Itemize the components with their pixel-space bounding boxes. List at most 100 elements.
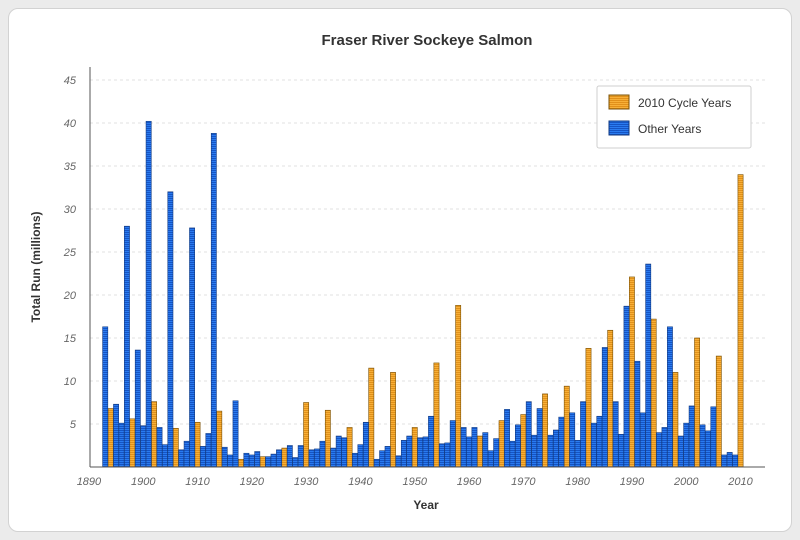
x-tick-label: 1930 [294,476,319,488]
bar-other-year-1897 [124,225,130,468]
bar-cycle-year-1902 [151,401,157,468]
bar-cycle-year-1906 [172,427,179,468]
bar-other-year-1936 [335,435,342,468]
legend-label-other-years: Other Years [638,122,701,136]
y-tick-label: 20 [63,290,77,302]
bar-other-year-1956 [444,442,451,468]
bar-other-year-1928 [292,457,299,468]
bar-cycle-year-1950 [411,427,418,468]
bar-cycle-year-1966 [498,420,505,468]
bar-other-year-1932 [314,448,320,468]
bar-other-year-1912 [205,433,212,468]
bar-other-year-1920 [248,454,255,468]
bar-other-year-1999 [677,435,684,468]
bar-other-year-1955 [438,443,445,468]
bar-other-year-1911 [200,446,206,468]
bar-other-year-1967 [504,409,510,468]
bar-cycle-year-1974 [542,393,548,468]
x-tick-label: 1900 [131,476,156,488]
bar-other-year-2003 [699,424,706,468]
bar-other-year-1968 [509,440,516,468]
bar-other-year-1971 [525,401,532,468]
bar-cycle-year-1990 [629,276,635,468]
bar-other-year-1977 [558,416,565,468]
legend-swatch-other-years [608,120,630,136]
bar-other-year-1896 [118,422,125,468]
bar-cycle-year-1934 [324,409,331,468]
bar-other-year-1941 [362,421,369,468]
bar-other-year-1948 [400,440,407,468]
bar-cycle-year-1922 [259,456,266,468]
bar-cycle-year-1930 [303,402,310,468]
bar-other-year-1984 [596,415,603,468]
x-tick-labels: 1890 1900 1910 1920 1930 1940 1950 1960 1970 1980… [77,476,754,488]
bar-other-year-1991 [634,360,641,468]
bar-cycle-year-1918 [238,458,244,468]
bar-other-year-1969 [514,424,521,468]
bar-other-year-1973 [536,408,543,468]
bar-cycle-year-1898 [129,418,136,468]
bar-other-year-2000 [683,422,690,468]
bar-cycle-year-1970 [520,414,527,468]
bar-other-year-1951 [417,437,424,468]
gridlines [90,79,765,425]
y-tick-label: 5 [70,419,77,431]
bar-other-year-2005 [710,406,717,468]
bar-other-year-1927 [286,445,293,468]
bar-other-year-1961 [471,427,478,468]
bar-other-year-1983 [591,422,597,468]
y-tick-labels: 5 10 15 20 25 30 35 40 45 [63,75,77,431]
bar-cycle-year-1942 [368,367,375,468]
bar-other-year-1937 [341,437,348,468]
bar-other-year-1908 [183,440,190,468]
bar-other-year-1979 [569,412,576,468]
x-axis-title: Year [413,498,439,512]
y-tick-label: 30 [64,204,77,216]
x-tick-label: 1970 [511,476,536,488]
bar-other-year-1909 [189,227,195,468]
bar-other-year-1925 [276,449,282,468]
y-tick-label: 10 [64,376,77,388]
bar-other-year-1893 [102,326,109,468]
bar-cycle-year-1954 [433,362,440,468]
chart-title: Fraser River Sockeye Salmon [322,32,533,49]
bar-cycle-year-1978 [563,385,570,468]
bar-other-year-1992 [639,412,646,468]
x-tick-label: 1920 [240,476,265,488]
bar-other-year-1924 [270,453,277,468]
bar-other-year-1995 [656,432,662,468]
x-tick-label: 1990 [620,476,645,488]
bar-other-year-1944 [379,450,386,468]
bar-cycle-year-1986 [607,329,614,468]
bar-other-year-1963 [482,432,489,468]
bar-other-year-1957 [449,420,456,468]
bar-other-year-1923 [265,456,272,468]
bar-other-year-1915 [221,446,228,468]
bar-other-year-1959 [460,427,467,468]
bar-other-year-2001 [688,405,695,468]
bar-other-year-1996 [661,427,668,468]
bar-other-year-1905 [167,191,174,468]
bar-other-year-1929 [297,445,304,468]
bar-other-year-1903 [156,427,163,468]
bar-cycle-year-1962 [476,435,483,468]
bar-other-year-1997 [667,326,673,468]
bar-cycle-year-1994 [650,318,657,468]
bar-cycle-year-2006 [715,355,722,468]
bar-cycle-year-1982 [585,348,592,468]
bar-other-year-1940 [357,444,364,468]
x-tick-label: 1890 [77,476,102,488]
y-tick-label: 35 [64,161,77,173]
y-tick-label: 40 [64,118,77,130]
bars-group [102,120,744,468]
x-tick-label: 2000 [673,476,699,488]
bar-cycle-year-2010 [737,174,744,468]
y-axis-title: Total Run (millions) [29,211,43,322]
bar-cycle-year-1998 [672,372,679,468]
bar-other-year-1931 [308,449,315,468]
bar-cycle-year-1946 [390,372,396,468]
bar-other-year-2009 [732,454,738,468]
bar-other-year-1945 [384,446,391,468]
bar-other-year-1943 [373,458,380,468]
